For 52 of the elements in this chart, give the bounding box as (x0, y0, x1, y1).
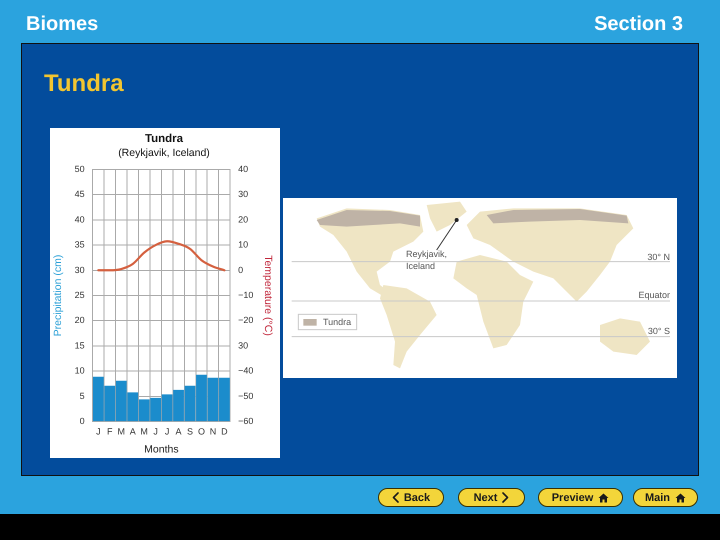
pill-button: Back (378, 488, 444, 507)
y2-tick-label: 30 (238, 189, 248, 200)
y2-tick-label: −50 (238, 390, 254, 401)
x-tick-label: F (107, 426, 114, 436)
text: Biomes (26, 13, 98, 36)
y-tick-label: 45 (74, 189, 85, 200)
y2-tick-label: 0 (238, 264, 244, 275)
x-tick-label: O (198, 426, 205, 436)
chart-title: Tundra (144, 133, 184, 146)
y-tick-label: 25 (74, 290, 85, 300)
y-tick-label: 50 (74, 164, 85, 174)
x-tick-label: N (210, 426, 216, 436)
text: Tundra (323, 317, 352, 327)
text: Equator (638, 290, 670, 300)
y-tick-label: 0 (80, 416, 85, 426)
x-tick-label: A (176, 426, 182, 436)
x-tick-label: S (187, 426, 194, 436)
y2-tick-label: −40 (238, 366, 254, 376)
y-tick-label: 10 (74, 366, 85, 376)
x-tick-label: J (96, 426, 101, 436)
text: Section 3 (594, 13, 683, 36)
y-tick-label: 15 (74, 340, 85, 350)
x-tick-label: M (118, 426, 126, 436)
y-tick-label: 20 (74, 315, 85, 326)
x-tick-label: J (153, 426, 158, 436)
text: 30° S (648, 326, 670, 336)
y2-tick-label: −60 (238, 416, 254, 426)
y2-tick-label: −20 (238, 315, 254, 326)
y-tick-label: 5 (80, 390, 85, 401)
pill-button: Preview (538, 488, 623, 507)
x-tick-label: D (221, 426, 228, 436)
y-tick-label: 35 (74, 240, 85, 250)
pill-button: Main (633, 488, 698, 507)
y2-tick-label: 30 (238, 340, 248, 350)
y2-tick-label: 20 (238, 214, 248, 224)
y-tick-label: 30 (74, 264, 85, 275)
y2-tick-label: −10 (238, 290, 254, 300)
y2-tick-label: 10 (238, 240, 248, 250)
y2-tick-label: 40 (238, 164, 248, 174)
y2-axis-title: Temperature (°C) (262, 255, 274, 336)
pill-button: Next (458, 488, 525, 507)
text: 30° N (647, 252, 670, 262)
y-axis-title: Precipitation (cm) (52, 254, 64, 336)
x-tick-label: M (140, 426, 148, 436)
x-tick-label: A (130, 426, 136, 436)
y-tick-label: 40 (74, 214, 85, 224)
x-tick-label: J (164, 426, 170, 436)
chart-subtitle: (Reykjavik, Iceland) (118, 146, 210, 159)
x-axis-title: Months (144, 444, 179, 456)
text: Reykjavik, Iceland (406, 248, 448, 272)
line-series (97, 240, 226, 272)
text: Tundra (44, 70, 124, 98)
